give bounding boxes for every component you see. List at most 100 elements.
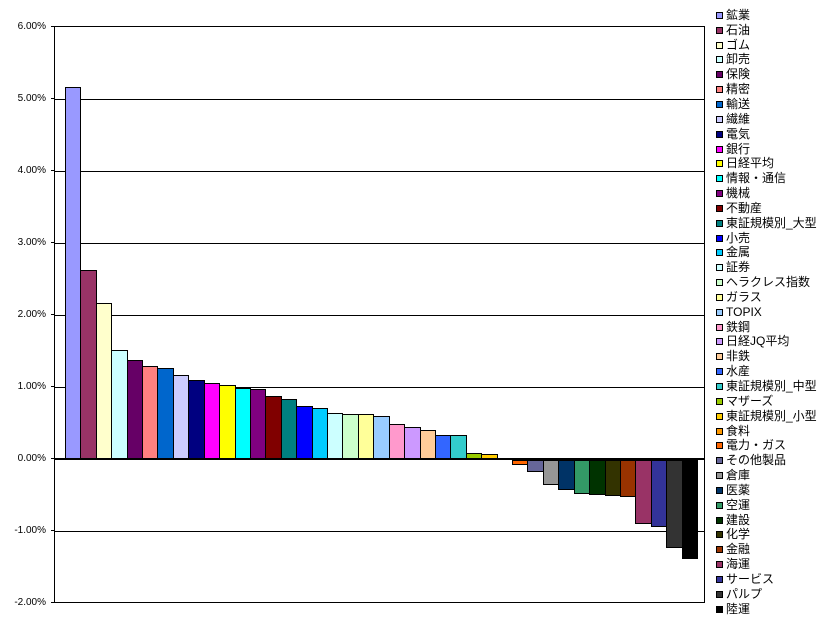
- legend-item: 建設: [716, 513, 817, 528]
- legend-swatch-icon: [716, 516, 723, 524]
- legend-label: 海運: [726, 557, 751, 572]
- legend-label: 電力・ガス: [726, 438, 787, 453]
- legend-label: ゴム: [726, 37, 751, 52]
- legend-label: 電気: [726, 126, 751, 141]
- legend-label: 東証規模別_大型: [726, 215, 817, 230]
- legend-item: 証券: [716, 260, 817, 275]
- chart-bar: [512, 460, 529, 465]
- legend-swatch-icon: [716, 26, 723, 34]
- legend-item: 東証規模別_中型: [716, 379, 817, 394]
- plot-area: [54, 26, 705, 603]
- chart-bar: [481, 454, 498, 459]
- chart-bar: [604, 460, 621, 496]
- legend-item: 銀行: [716, 142, 817, 157]
- chart-bar: [589, 460, 606, 495]
- legend-item: 鉄鋼: [716, 320, 817, 335]
- legend-label: パルプ: [726, 586, 763, 601]
- legend-swatch-icon: [716, 264, 723, 272]
- chart-bar: [450, 435, 467, 459]
- legend-swatch-icon: [716, 323, 723, 331]
- legend-item: 医薬: [716, 483, 817, 498]
- chart-bar: [357, 414, 375, 459]
- chart-bar: [650, 460, 668, 527]
- legend-item: 倉庫: [716, 468, 817, 483]
- y-tick-mark: [51, 26, 55, 27]
- legend-label: 医薬: [726, 482, 751, 497]
- legend-swatch-icon: [716, 561, 723, 569]
- legend-item: 繊維: [716, 112, 817, 127]
- y-tick-label: 2.00%: [17, 309, 46, 320]
- legend-item: 不動産: [716, 201, 817, 216]
- legend-label: その他製品: [726, 453, 787, 468]
- legend-swatch-icon: [716, 501, 723, 509]
- legend-swatch-icon: [716, 590, 723, 598]
- legend-label: 金属: [726, 245, 751, 260]
- chart-bar: [635, 460, 652, 524]
- legend-swatch-icon: [716, 219, 723, 227]
- legend-label: 日経JQ平均: [726, 334, 790, 349]
- legend-item: 保険: [716, 67, 817, 82]
- chart-bar: [496, 458, 514, 460]
- legend-label: 化学: [726, 527, 751, 542]
- legend-swatch-icon: [716, 145, 723, 153]
- legend-swatch-icon: [716, 427, 723, 435]
- y-tick-label: 0.00%: [17, 453, 46, 464]
- legend-item: 陸運: [716, 602, 817, 617]
- gridline: [55, 171, 704, 172]
- y-tick-label: 1.00%: [17, 381, 46, 392]
- chart-bar: [419, 430, 436, 459]
- y-tick-mark: [51, 530, 55, 531]
- legend-swatch-icon: [716, 457, 723, 465]
- legend-swatch-icon: [716, 279, 723, 287]
- legend-label: 石油: [726, 22, 751, 37]
- legend-item: 電力・ガス: [716, 438, 817, 453]
- legend-swatch-icon: [716, 293, 723, 301]
- legend-item: ガラス: [716, 290, 817, 305]
- legend-label: 水産: [726, 364, 751, 379]
- legend-swatch-icon: [716, 575, 723, 583]
- legend-swatch-icon: [716, 130, 723, 138]
- legend-swatch-icon: [716, 175, 723, 183]
- legend-swatch-icon: [716, 338, 723, 346]
- legend-item: ヘラクレス指数: [716, 275, 817, 290]
- chart-bar: [327, 413, 344, 459]
- chart-bar: [434, 435, 452, 459]
- legend-swatch-icon: [716, 11, 723, 19]
- legend-item: パルプ: [716, 587, 817, 602]
- y-tick-label: 5.00%: [17, 93, 46, 104]
- legend-swatch-icon: [716, 486, 723, 494]
- legend-label: 銀行: [726, 141, 751, 156]
- legend: 鉱業 石油 ゴム 卸売 保険 精密 輸送 繊維 電気 銀行 日経平均 情報・通信 機械 不動産 東証規模別_…: [716, 8, 817, 617]
- legend-item: 日経JQ平均: [716, 335, 817, 350]
- gridline: [55, 315, 704, 316]
- legend-item: 情報・通信: [716, 171, 817, 186]
- legend-item: 水産: [716, 364, 817, 379]
- legend-label: 金融: [726, 542, 751, 557]
- legend-swatch-icon: [716, 100, 723, 108]
- legend-label: 建設: [726, 512, 751, 527]
- chart-bar: [172, 375, 190, 459]
- legend-swatch-icon: [716, 86, 723, 94]
- legend-swatch-icon: [716, 353, 723, 361]
- chart-bar: [573, 460, 591, 494]
- legend-label: 機械: [726, 186, 751, 201]
- legend-label: 東証規模別_中型: [726, 379, 817, 394]
- legend-swatch-icon: [716, 308, 723, 316]
- y-tick-mark: [51, 98, 55, 99]
- legend-item: 非鉄: [716, 349, 817, 364]
- legend-swatch-icon: [716, 368, 723, 376]
- y-tick-mark: [51, 242, 55, 243]
- legend-label: 小売: [726, 230, 751, 245]
- chart-bar: [280, 399, 298, 459]
- legend-item: 石油: [716, 23, 817, 38]
- legend-swatch-icon: [716, 115, 723, 123]
- chart-bar: [234, 388, 251, 459]
- legend-label: サービス: [726, 571, 775, 586]
- legend-item: 小売: [716, 231, 817, 246]
- chart-bar: [342, 414, 359, 459]
- legend-label: 鉄鋼: [726, 319, 751, 334]
- chart-bar: [142, 366, 159, 459]
- legend-label: 日経平均: [726, 156, 775, 171]
- legend-item: 東証規模別_小型: [716, 409, 817, 424]
